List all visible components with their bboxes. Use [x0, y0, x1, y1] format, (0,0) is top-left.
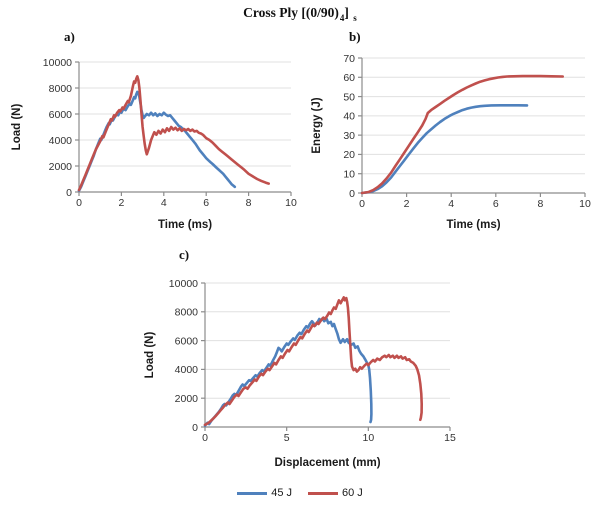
x-tick-label: 8 — [537, 198, 543, 210]
x-tick-label: 2 — [118, 197, 124, 209]
legend-item-45j: 45 J — [237, 487, 292, 499]
x-tick-label: 5 — [284, 432, 290, 444]
series-line-60j — [77, 74, 271, 192]
y-tick-label: 70 — [343, 53, 355, 65]
x-tick-label: 15 — [444, 432, 456, 444]
y-tick-label: 8000 — [49, 83, 73, 95]
x-tick-label: 4 — [448, 198, 454, 210]
y-tick-label: 40 — [343, 111, 355, 123]
y-tick-label: 20 — [343, 149, 355, 161]
y-tick-label: 10000 — [43, 57, 72, 69]
y-tick-label: 2000 — [175, 393, 199, 405]
y-tick-label: 60 — [343, 72, 355, 84]
figure-title: Cross Ply [(0/90)4] s — [243, 5, 357, 23]
x-axis-title: Time (ms) — [158, 219, 212, 231]
chart-b-energy-vs-time: 0 10 20 30 40 50 60 70 0 2 4 6 8 10 Time (ms) Energy (J… — [311, 53, 591, 231]
x-tick-label: 6 — [203, 197, 209, 209]
x-tick-label: 10 — [579, 198, 591, 210]
x-tick-label: 10 — [285, 197, 297, 209]
y-tick-label: 10000 — [169, 278, 198, 290]
y-axis-title: Load (N) — [144, 332, 156, 379]
legend-item-60j: 60 J — [308, 487, 363, 499]
x-tick-label: 0 — [359, 198, 365, 210]
y-tick-label: 50 — [343, 91, 355, 103]
y-tick-label: 4000 — [49, 135, 73, 147]
series-line-45j — [203, 316, 373, 427]
y-tick-label: 8000 — [175, 307, 199, 319]
x-tick-label: 0 — [76, 197, 82, 209]
chart-c-load-vs-displacement: 0 2000 4000 6000 8000 10000 0 5 10 15 Displacement… — [144, 278, 456, 469]
y-tick-label: 2000 — [49, 161, 73, 173]
legend-swatch-45j — [237, 491, 268, 495]
chart-a-load-vs-time: 0 2000 4000 6000 8000 10000 0 2 4 6 8 10 Time (ms) Lo… — [11, 57, 297, 231]
legend-label-45j: 45 J — [271, 487, 292, 499]
panel-label-b: b) — [349, 29, 361, 44]
y-tick-label: 0 — [192, 422, 198, 434]
series-line-60j — [360, 74, 565, 195]
legend: 45 J 60 J — [0, 487, 600, 499]
legend-swatch-60j — [308, 491, 338, 495]
x-tick-label: 2 — [404, 198, 410, 210]
y-tick-label: 10 — [343, 169, 355, 181]
x-tick-label: 10 — [362, 432, 374, 444]
x-axis-title: Time (ms) — [446, 219, 500, 231]
legend-label-60j: 60 J — [342, 487, 363, 499]
panel-label-c: c) — [179, 247, 190, 262]
y-tick-label: 30 — [343, 130, 355, 142]
x-tick-label: 0 — [202, 432, 208, 444]
y-tick-label: 0 — [349, 188, 355, 200]
x-axis-title: Displacement (mm) — [274, 457, 380, 469]
x-tick-label: 8 — [246, 197, 252, 209]
panel-label-a: a) — [64, 29, 75, 44]
x-tick-label: 6 — [493, 198, 499, 210]
y-tick-label: 0 — [66, 187, 72, 199]
series-line-45j — [360, 103, 529, 195]
y-axis-title: Energy (J) — [311, 97, 323, 153]
x-tick-label: 4 — [161, 197, 167, 209]
series-line-60j — [203, 296, 424, 427]
y-tick-label: 6000 — [49, 109, 73, 121]
y-axis-title: Load (N) — [11, 104, 23, 151]
y-tick-label: 6000 — [175, 335, 199, 347]
y-tick-label: 4000 — [175, 364, 199, 376]
